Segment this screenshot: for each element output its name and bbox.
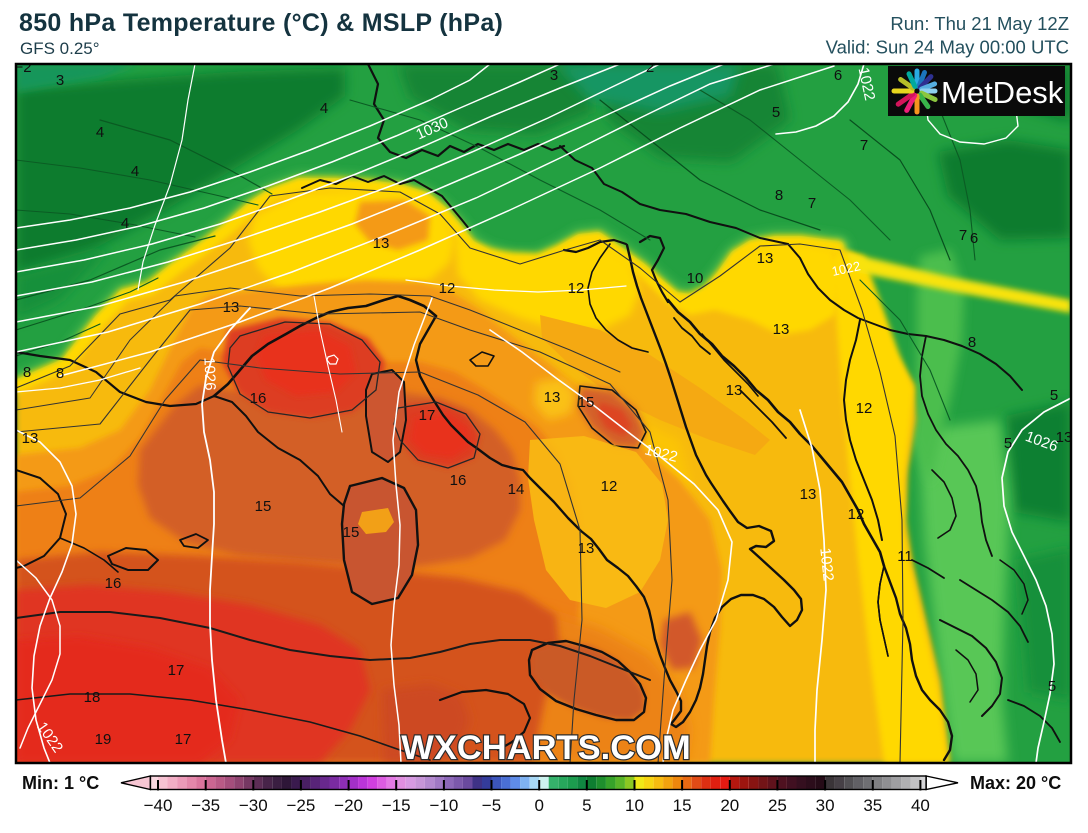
svg-text:−15: −15: [382, 796, 411, 815]
svg-text:Valid: Sun 24 May 00:00 UTC: Valid: Sun 24 May 00:00 UTC: [826, 37, 1069, 58]
svg-text:−5: −5: [482, 796, 501, 815]
svg-text:1022: 1022: [855, 66, 879, 102]
svg-text:Min: 1 °C: Min: 1 °C: [22, 773, 99, 793]
svg-text:30: 30: [816, 796, 835, 815]
svg-text:13: 13: [800, 486, 817, 503]
svg-text:4: 4: [121, 215, 129, 232]
svg-text:13: 13: [757, 250, 774, 267]
svg-text:10: 10: [687, 270, 704, 287]
svg-text:20: 20: [720, 796, 739, 815]
svg-text:12: 12: [848, 506, 865, 523]
svg-text:8: 8: [56, 365, 64, 382]
svg-text:−30: −30: [239, 796, 268, 815]
svg-text:−2: −2: [14, 59, 31, 76]
svg-text:−25: −25: [286, 796, 315, 815]
svg-text:17: 17: [175, 731, 192, 748]
svg-text:8: 8: [968, 334, 976, 351]
svg-text:−10: −10: [429, 796, 458, 815]
svg-text:11: 11: [897, 548, 913, 565]
svg-text:13: 13: [1056, 429, 1073, 446]
svg-text:17: 17: [168, 662, 185, 679]
svg-text:5: 5: [582, 796, 591, 815]
svg-text:−35: −35: [191, 796, 220, 815]
svg-text:15: 15: [255, 498, 272, 515]
svg-text:10: 10: [625, 796, 644, 815]
svg-text:4: 4: [96, 124, 104, 141]
svg-text:7: 7: [860, 137, 868, 154]
svg-text:13: 13: [773, 321, 790, 338]
svg-text:5: 5: [772, 104, 780, 121]
svg-text:5: 5: [1048, 678, 1056, 695]
svg-text:GFS 0.25°: GFS 0.25°: [20, 39, 100, 58]
svg-text:6: 6: [834, 67, 842, 84]
svg-text:12: 12: [439, 280, 456, 297]
svg-text:18: 18: [84, 689, 101, 706]
svg-text:7: 7: [808, 195, 816, 212]
svg-text:13: 13: [373, 235, 390, 252]
svg-text:13: 13: [22, 430, 39, 447]
svg-text:7: 7: [959, 227, 967, 244]
svg-text:WXCHARTS.COM: WXCHARTS.COM: [401, 729, 690, 767]
svg-text:16: 16: [450, 472, 467, 489]
svg-text:3: 3: [550, 67, 558, 84]
svg-text:17: 17: [419, 407, 436, 424]
svg-text:16: 16: [250, 390, 267, 407]
svg-text:13: 13: [578, 540, 595, 557]
svg-text:5: 5: [1050, 387, 1058, 404]
svg-text:14: 14: [508, 481, 525, 498]
svg-text:12: 12: [568, 280, 585, 297]
svg-text:3: 3: [56, 72, 64, 89]
svg-text:−40: −40: [144, 796, 173, 815]
svg-text:5: 5: [1004, 435, 1012, 452]
svg-text:16: 16: [105, 575, 122, 592]
svg-text:0: 0: [534, 796, 543, 815]
svg-text:4: 4: [320, 100, 328, 117]
svg-text:12: 12: [601, 478, 618, 495]
svg-text:2: 2: [646, 59, 654, 76]
svg-text:15: 15: [343, 524, 360, 541]
svg-text:Max: 20 °C: Max: 20 °C: [970, 773, 1061, 793]
svg-text:8: 8: [23, 364, 31, 381]
svg-text:35: 35: [863, 796, 882, 815]
svg-text:1026: 1026: [200, 357, 218, 391]
svg-text:13: 13: [544, 389, 561, 406]
svg-text:4: 4: [131, 163, 139, 180]
svg-text:1022: 1022: [830, 258, 861, 279]
svg-text:13: 13: [726, 382, 743, 399]
svg-text:1022: 1022: [816, 547, 836, 582]
svg-text:40: 40: [911, 796, 930, 815]
svg-text:6: 6: [970, 230, 978, 247]
svg-text:13: 13: [223, 299, 240, 316]
svg-text:MetDesk: MetDesk: [941, 75, 1064, 110]
svg-text:25: 25: [768, 796, 787, 815]
svg-text:12: 12: [856, 400, 873, 417]
svg-text:850 hPa Temperature (°C) & MSL: 850 hPa Temperature (°C) & MSLP (hPa): [19, 9, 503, 37]
svg-text:−20: −20: [334, 796, 363, 815]
svg-text:15: 15: [578, 394, 595, 411]
svg-text:Run: Thu 21 May 12Z: Run: Thu 21 May 12Z: [890, 13, 1069, 34]
svg-text:8: 8: [775, 187, 783, 204]
svg-text:19: 19: [95, 731, 112, 748]
svg-text:15: 15: [673, 796, 692, 815]
